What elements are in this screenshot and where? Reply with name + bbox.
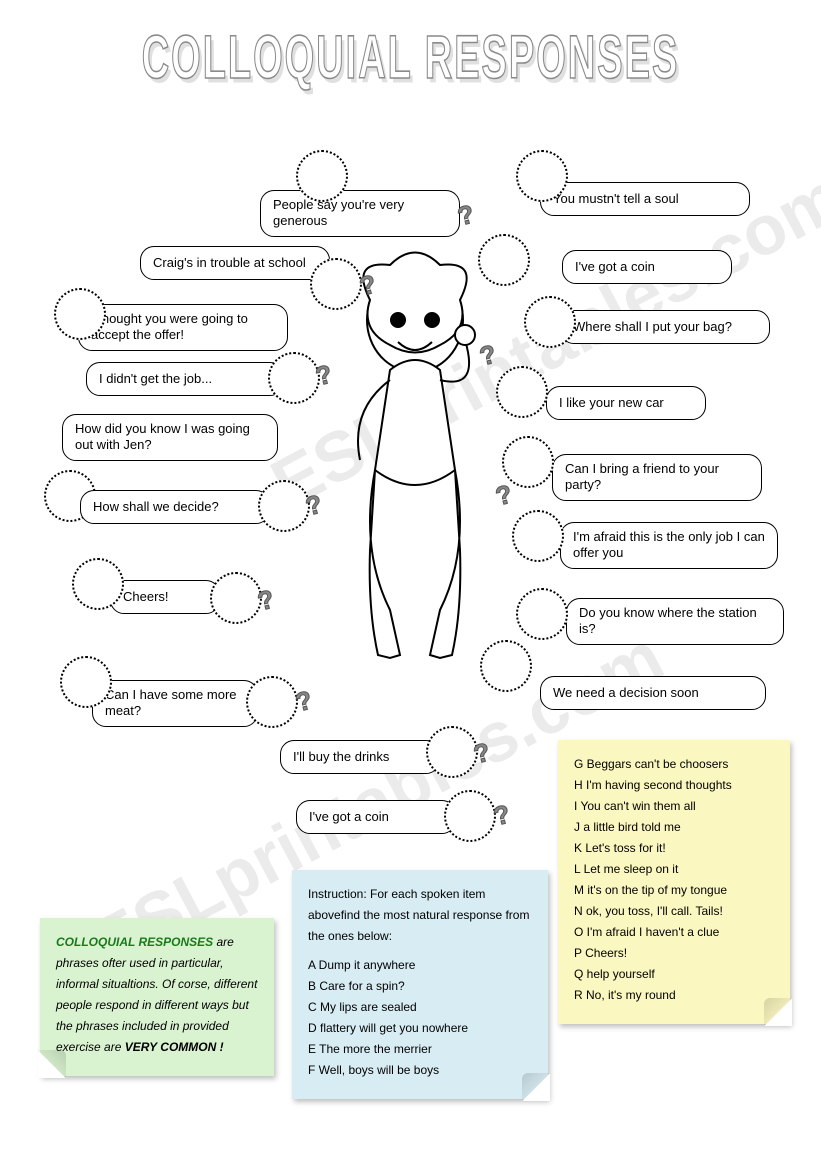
- question-mark-icon: ?: [292, 684, 315, 718]
- bubble-text: I'm afraid this is the only job I can of…: [573, 529, 767, 562]
- answer-circle[interactable]: [426, 726, 478, 778]
- answer-circle[interactable]: [310, 258, 362, 310]
- response-item: F Well, boys will be boys: [308, 1060, 532, 1081]
- answer-circle[interactable]: [524, 296, 576, 348]
- bubble-text: How shall we decide?: [93, 499, 219, 515]
- bubble-decision: We need a decision soon: [540, 676, 766, 710]
- question-mark-icon: ?: [490, 798, 513, 832]
- answer-circle[interactable]: [246, 676, 298, 728]
- response-item: I You can't win them all: [574, 796, 774, 817]
- response-item: K Let's toss for it!: [574, 838, 774, 859]
- bubble-soul: You mustn't tell a soul: [540, 182, 750, 216]
- bubble-text: How did you know I was going out with Je…: [75, 421, 267, 454]
- page-curl-icon: [764, 998, 792, 1026]
- question-mark-icon: ?: [254, 583, 277, 617]
- answer-circle[interactable]: [478, 234, 530, 286]
- bubble-station: Do you know where the station is?: [566, 598, 784, 645]
- page-curl-icon: [522, 1073, 550, 1101]
- response-item: B Care for a spin?: [308, 976, 532, 997]
- bubble-craig: Craig's in trouble at school: [140, 246, 330, 280]
- response-item: E The more the merrier: [308, 1039, 532, 1060]
- response-item: O I'm afraid I haven't a clue: [574, 922, 774, 943]
- bubble-text: Do you know where the station is?: [579, 605, 773, 638]
- answer-circle[interactable]: [480, 640, 532, 692]
- answer-circle[interactable]: [516, 588, 568, 640]
- answer-circle[interactable]: [72, 558, 124, 610]
- answer-circle[interactable]: [512, 510, 564, 562]
- bubble-decide: How shall we decide?: [80, 490, 270, 524]
- response-item: Q help yourself: [574, 964, 774, 985]
- bubble-text: People say you're very generous: [273, 197, 449, 230]
- bubble-jen: How did you know I was going out with Je…: [62, 414, 278, 461]
- bubble-bag: Where shall I put your bag?: [560, 310, 770, 344]
- answer-circle[interactable]: [60, 656, 112, 708]
- definition-heading: COLLOQUIAL RESPONSES: [56, 935, 213, 949]
- bubble-text: I didn't get the job...: [99, 371, 212, 387]
- answer-circle[interactable]: [516, 150, 568, 202]
- bubble-text: I've got a coin: [309, 809, 389, 825]
- bubble-text: I'll buy the drinks: [293, 749, 389, 765]
- response-item: H I'm having second thoughts: [574, 775, 774, 796]
- bubble-text: I thought you were going to accept the o…: [91, 311, 277, 344]
- answer-circle[interactable]: [444, 790, 496, 842]
- bubble-drinks: I'll buy the drinks: [280, 740, 440, 774]
- responses-note: G Beggars can't be choosers H I'm having…: [558, 740, 790, 1024]
- bubble-cheers: Cheers!: [110, 580, 220, 614]
- bubble-text: Craig's in trouble at school: [153, 255, 306, 271]
- response-item: L Let me sleep on it: [574, 859, 774, 880]
- bubble-text: Can I bring a friend to your party?: [565, 461, 751, 494]
- bubble-offer: I thought you were going to accept the o…: [78, 304, 288, 351]
- bubble-text: I like your new car: [559, 395, 664, 411]
- character-illustration: [320, 250, 510, 660]
- response-item: N ok, you toss, I'll call. Tails!: [574, 901, 774, 922]
- instruction-text: Instruction: For each spoken item abovef…: [308, 884, 532, 947]
- instruction-note: Instruction: For each spoken item abovef…: [292, 870, 548, 1099]
- answer-circle[interactable]: [54, 288, 106, 340]
- bubble-party: Can I bring a friend to your party?: [552, 454, 762, 501]
- response-item: J a little bird told me: [574, 817, 774, 838]
- bubble-text: Cheers!: [123, 589, 169, 605]
- answer-circle[interactable]: [496, 366, 548, 418]
- response-item: A Dump it anywhere: [308, 955, 532, 976]
- bubble-meat: Can I have some more meat?: [92, 680, 258, 727]
- response-item: M it's on the tip of my tongue: [574, 880, 774, 901]
- definition-tail: VERY COMMON !: [125, 1040, 224, 1054]
- bubble-onlyjob: I'm afraid this is the only job I can of…: [560, 522, 778, 569]
- page-title: COLLOQUIAL RESPONSES: [142, 25, 680, 94]
- definition-body: are phrases ofter used in particular, in…: [56, 935, 257, 1054]
- answer-circle[interactable]: [258, 480, 310, 532]
- bubble-car: I like your new car: [546, 386, 706, 420]
- answer-circle[interactable]: [502, 436, 554, 488]
- response-item: G Beggars can't be choosers: [574, 754, 774, 775]
- bubble-coin: I've got a coin: [562, 250, 732, 284]
- response-item: D flattery will get you nowhere: [308, 1018, 532, 1039]
- page-curl-icon: [38, 1050, 66, 1078]
- bubble-text: You mustn't tell a soul: [553, 191, 679, 207]
- bubble-generous: People say you're very generous: [260, 190, 460, 237]
- bubble-coin2: I've got a coin: [296, 800, 456, 834]
- answer-circle[interactable]: [268, 352, 320, 404]
- bubble-text: We need a decision soon: [553, 685, 699, 701]
- definition-note: COLLOQUIAL RESPONSES are phrases ofter u…: [40, 918, 274, 1076]
- answer-circle[interactable]: [296, 150, 348, 202]
- response-item: P Cheers!: [574, 943, 774, 964]
- bubble-job: I didn't get the job...: [86, 362, 284, 396]
- bubble-text: I've got a coin: [575, 259, 655, 275]
- response-item: R No, it's my round: [574, 985, 774, 1006]
- response-item: C My lips are sealed: [308, 997, 532, 1018]
- bubble-text: Can I have some more meat?: [105, 687, 247, 720]
- bubble-text: Where shall I put your bag?: [573, 319, 732, 335]
- answer-circle[interactable]: [210, 572, 262, 624]
